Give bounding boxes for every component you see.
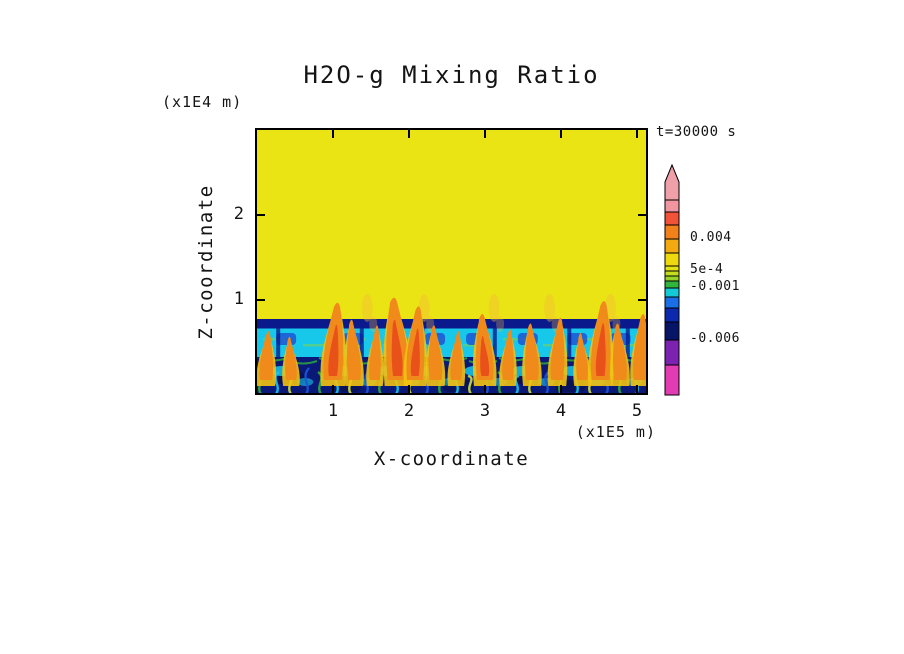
heatmap-svg xyxy=(255,128,648,395)
x-axis-unit: (x1E5 m) xyxy=(575,423,656,441)
time-annotation: t=30000 s xyxy=(656,124,737,140)
chart-title: H2O-g Mixing Ratio xyxy=(303,61,600,89)
colorbar-tick-label: -0.001 xyxy=(690,279,740,294)
z-axis-unit: (x1E4 m) xyxy=(162,93,243,111)
colorbar-tick-label: 0.004 xyxy=(690,230,732,245)
colorbar-svg xyxy=(664,163,680,396)
z-axis-label: Z-coordinate xyxy=(195,184,217,340)
x-axis-label: X-coordinate xyxy=(373,448,530,470)
x-tick-label: 1 xyxy=(327,401,339,421)
x-tick-label: 3 xyxy=(479,401,491,421)
colorbar-tick-label: -0.006 xyxy=(690,331,740,346)
colorbar-tick-label: 5e-4 xyxy=(690,262,724,277)
x-tick-label: 2 xyxy=(403,401,415,421)
x-tick-label: 4 xyxy=(555,401,567,421)
x-tick-label: 5 xyxy=(631,401,643,421)
